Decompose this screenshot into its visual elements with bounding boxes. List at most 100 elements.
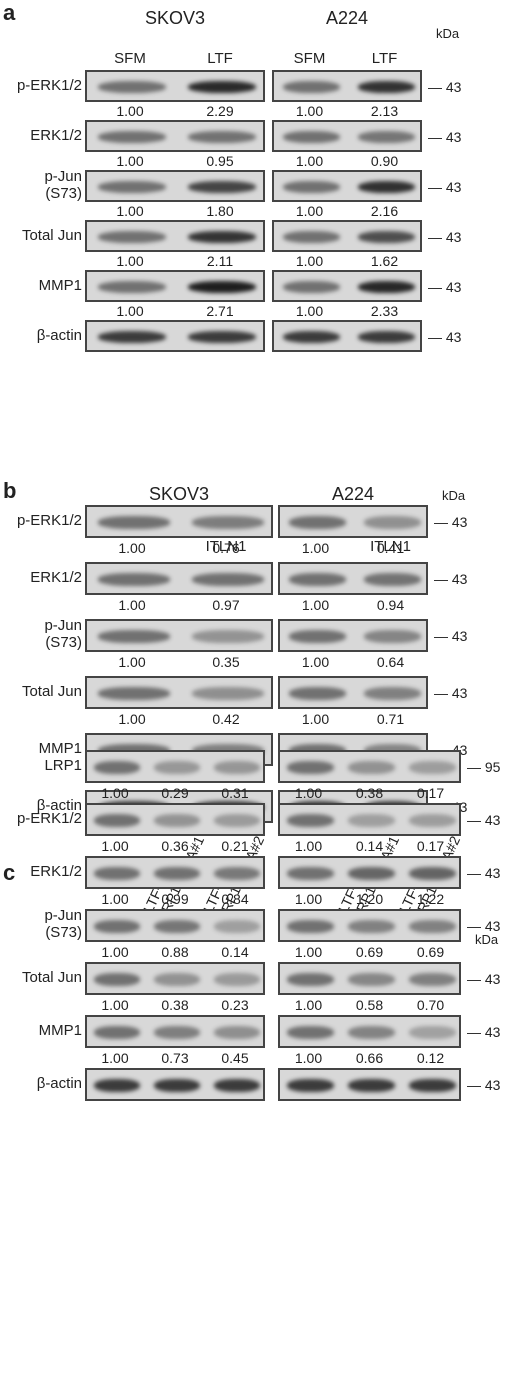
blot-image <box>272 320 422 352</box>
blot-band <box>283 130 340 144</box>
blot-band <box>94 814 140 827</box>
blot-band <box>289 573 346 586</box>
quantification-value: 0.38 <box>161 997 189 1013</box>
lane-label: SFM <box>114 50 146 67</box>
mw-marker: — 43 <box>467 812 500 828</box>
quantification-value: 1.00 <box>116 253 144 269</box>
quantification-value: 1.00 <box>118 654 146 670</box>
marker-value: 43 <box>484 812 501 828</box>
quantification-value: 1.20 <box>355 891 384 907</box>
blot-row-label: Total Jun <box>21 683 82 700</box>
marker-dash: — <box>467 1077 485 1093</box>
quantification-value: 1.62 <box>370 253 399 269</box>
quantification-value: 1.00 <box>116 103 144 119</box>
mw-marker: — 43 <box>467 918 500 934</box>
mw-marker: — 43 <box>428 329 461 345</box>
blot-band <box>214 761 260 774</box>
marker-dash: — <box>434 571 452 587</box>
mw-marker: — 43 <box>428 79 461 95</box>
blot-band <box>154 1026 200 1039</box>
blot-row-label: β-actin <box>36 1075 82 1092</box>
blot-image <box>85 320 265 352</box>
mw-marker: — 95 <box>467 759 500 775</box>
blot-band <box>289 687 346 700</box>
blot-band <box>358 130 415 144</box>
marker-dash: — <box>428 129 446 145</box>
quantification-value: 0.69 <box>355 944 384 960</box>
quantification-value: 0.23 <box>221 997 249 1013</box>
marker-value: 43 <box>484 865 501 881</box>
blot-row-label: β-actin <box>36 327 82 344</box>
blot-band <box>348 1026 395 1039</box>
blot-band <box>154 814 200 827</box>
blot-band <box>348 920 395 933</box>
marker-dash: — <box>428 279 446 295</box>
blot-band <box>287 761 334 774</box>
blot-band <box>364 516 421 529</box>
quantification-value: 1.00 <box>294 997 323 1013</box>
marker-dash: — <box>428 329 446 345</box>
quantification-value: 1.00 <box>294 891 323 907</box>
blot-band <box>154 920 200 933</box>
blot-band <box>409 867 456 880</box>
blot-band <box>283 180 340 194</box>
lane-label: LTF <box>371 50 398 67</box>
mw-marker: — 43 <box>428 129 461 145</box>
blot-image <box>278 856 461 889</box>
blot-band <box>283 80 340 94</box>
quantification-value: 1.00 <box>116 203 144 219</box>
blot-band <box>154 1079 200 1092</box>
panel-letter-c: c <box>3 860 16 885</box>
blot-image <box>85 676 273 709</box>
marker-value: 43 <box>451 514 468 530</box>
marker-dash: — <box>467 812 485 828</box>
quantification-value: 0.38 <box>355 785 384 801</box>
blot-image <box>272 70 422 102</box>
kda-label: kDa <box>436 26 460 41</box>
cell-line-title: A224 <box>325 8 369 28</box>
blot-band <box>409 1079 456 1092</box>
blot-band <box>409 973 456 986</box>
quantification-value: 1.00 <box>301 540 330 556</box>
marker-dash: — <box>428 79 446 95</box>
quantification-value: 0.97 <box>212 597 240 613</box>
quantification-value: 1.00 <box>301 711 330 727</box>
blot-image <box>278 750 461 783</box>
blot-band <box>187 80 257 94</box>
quantification-value: 1.00 <box>295 153 324 169</box>
marker-value: 43 <box>451 571 468 587</box>
blot-image <box>278 619 428 652</box>
quantification-value: 1.00 <box>118 540 146 556</box>
quantification-value: 2.13 <box>370 103 399 119</box>
quantification-value: 0.90 <box>370 153 399 169</box>
blot-band <box>409 1026 456 1039</box>
cell-line-title: A224 <box>331 484 375 504</box>
quantification-value: 1.00 <box>118 711 146 727</box>
blot-band <box>358 180 415 194</box>
quantification-value: 0.35 <box>212 654 240 670</box>
lane-label: SFM <box>293 50 326 67</box>
marker-dash: — <box>467 918 485 934</box>
blot-row-label: LRP1 <box>44 757 82 774</box>
mw-marker: — 43 <box>467 971 500 987</box>
blot-band <box>289 516 346 529</box>
blot-image <box>85 1015 265 1048</box>
quantification-value: 1.00 <box>101 785 129 801</box>
blot-row-label: MMP1 <box>38 1022 82 1039</box>
blot-row-label: MMP1 <box>38 277 82 294</box>
quantification-value: 0.17 <box>416 838 445 854</box>
mw-marker: — 43 <box>434 514 467 530</box>
blot-band <box>192 687 264 700</box>
mw-marker: — 43 <box>434 685 467 701</box>
blot-image <box>278 505 428 538</box>
blot-band <box>409 761 456 774</box>
marker-value: 43 <box>484 918 501 934</box>
blot-band <box>214 1079 260 1092</box>
quantification-value: 0.45 <box>221 1050 249 1066</box>
quantification-value: 0.84 <box>221 891 249 907</box>
quantification-value: 1.00 <box>295 253 324 269</box>
marker-dash: — <box>434 514 452 530</box>
blot-image <box>272 270 422 302</box>
blot-row-label: p-Jun (S73) <box>44 168 82 202</box>
blot-band <box>94 761 140 774</box>
